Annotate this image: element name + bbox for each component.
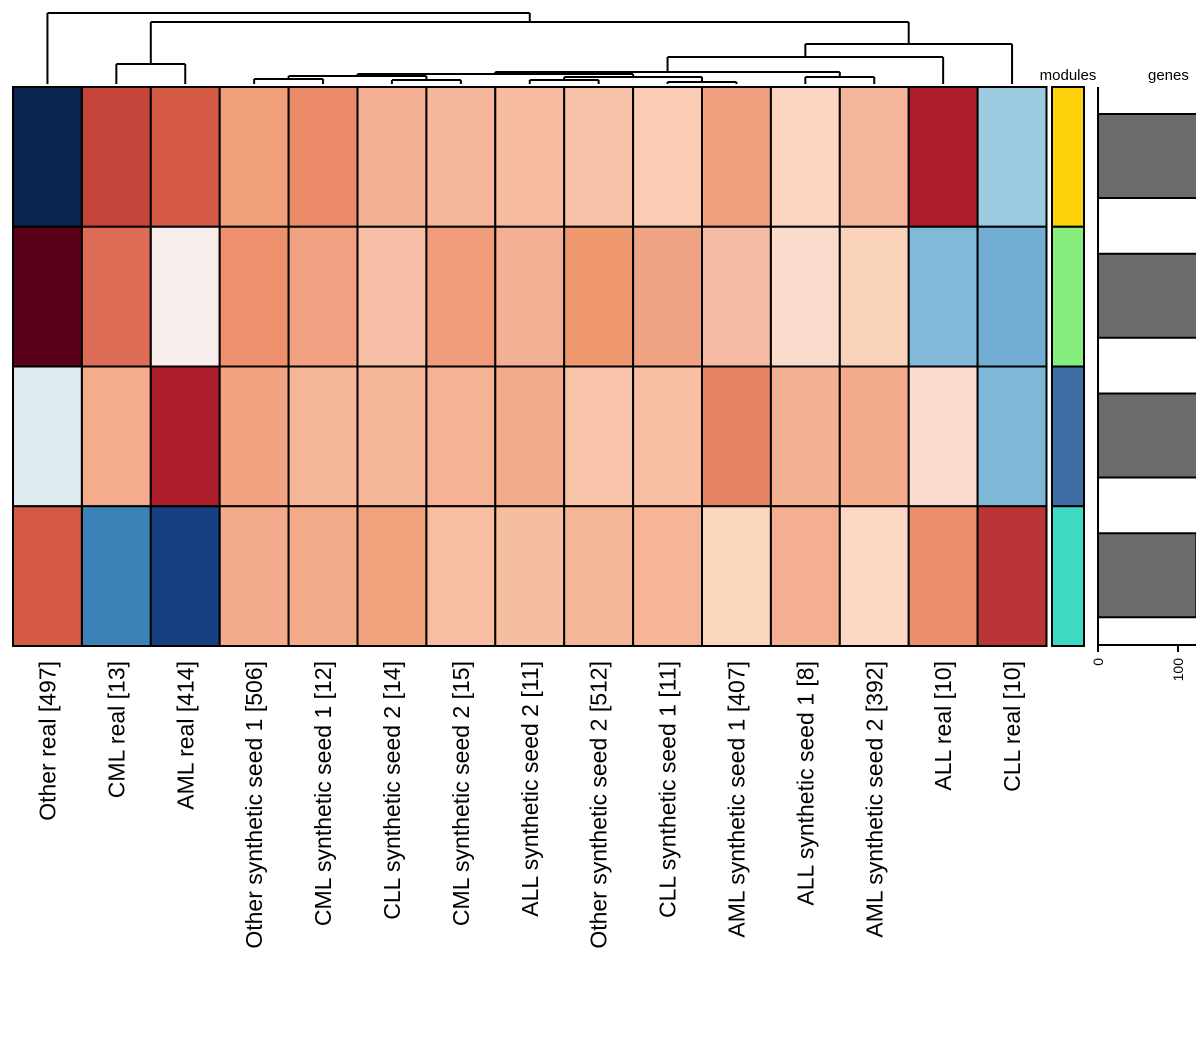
heatmap-cell bbox=[632, 225, 703, 368]
column-label: CLL synthetic seed 2 [14] bbox=[379, 661, 405, 920]
heatmap-cell bbox=[149, 365, 221, 508]
heatmap-cell bbox=[80, 225, 152, 368]
heatmap-cell bbox=[976, 365, 1048, 508]
heatmap-cell bbox=[80, 86, 152, 228]
heatmap-cell bbox=[287, 225, 359, 368]
heatmap-cell bbox=[976, 505, 1048, 647]
heatmap-cell bbox=[218, 365, 290, 508]
heatmap-cell bbox=[701, 225, 772, 368]
heatmap-cell bbox=[149, 505, 221, 647]
column-label: CML synthetic seed 2 [15] bbox=[448, 661, 474, 926]
heatmap-cell bbox=[12, 505, 83, 647]
column-label: CML synthetic seed 1 [12] bbox=[310, 661, 336, 926]
heatmap-cell bbox=[80, 505, 152, 647]
genes-bar bbox=[1097, 252, 1196, 339]
heatmap-cell bbox=[287, 86, 359, 228]
genes-tick-label: 100 bbox=[1170, 658, 1186, 682]
column-label: AML synthetic seed 1 [407] bbox=[723, 661, 749, 938]
heatmap-cell bbox=[632, 505, 703, 647]
heatmap-cell bbox=[563, 365, 635, 508]
heatmap-cell bbox=[769, 505, 841, 647]
heatmap-cell bbox=[149, 86, 221, 228]
heatmap-cell bbox=[425, 505, 497, 647]
column-label: ALL real [10] bbox=[930, 661, 956, 791]
heatmap-cell bbox=[80, 365, 152, 508]
column-label: CLL synthetic seed 1 [11] bbox=[655, 661, 681, 918]
heatmap-cell bbox=[563, 505, 635, 647]
genes-bar bbox=[1097, 113, 1196, 199]
genes-bar bbox=[1097, 392, 1196, 479]
column-label: Other real [497] bbox=[34, 661, 60, 821]
module-color-cell bbox=[1051, 365, 1085, 508]
column-label: Other synthetic seed 1 [506] bbox=[241, 661, 267, 949]
heatmap-cell bbox=[149, 225, 221, 368]
heatmap-cell bbox=[494, 505, 566, 647]
column-label: Other synthetic seed 2 [512] bbox=[586, 661, 612, 949]
heatmap-cell bbox=[701, 505, 772, 647]
modules-annotation: modules bbox=[1040, 67, 1097, 647]
heatmap-cell bbox=[425, 225, 497, 368]
column-label: AML synthetic seed 2 [392] bbox=[861, 661, 887, 938]
genes-tick-label: 0 bbox=[1090, 658, 1106, 666]
heatmap-cell bbox=[563, 86, 635, 228]
heatmap-cell bbox=[769, 365, 841, 508]
module-color-cell bbox=[1051, 225, 1085, 368]
heatmap-cell bbox=[218, 505, 290, 647]
heatmap-cell bbox=[976, 225, 1048, 368]
heatmap-cell bbox=[494, 365, 566, 508]
heatmap-cell bbox=[907, 86, 979, 228]
module-color-cell bbox=[1051, 505, 1085, 647]
heatmap-cell bbox=[356, 86, 428, 228]
heatmap-cell bbox=[218, 225, 290, 368]
column-label: CML real [13] bbox=[103, 661, 129, 798]
heatmap-cells bbox=[12, 86, 1048, 647]
heatmap-cell bbox=[769, 86, 841, 228]
heatmap-cell bbox=[12, 225, 83, 368]
heatmap-cell bbox=[838, 505, 910, 647]
heatmap-cell bbox=[218, 86, 290, 228]
heatmap-cell bbox=[425, 365, 497, 508]
heatmap-cell bbox=[287, 505, 359, 647]
heatmap-cell bbox=[907, 225, 979, 368]
genes-barplot: genes 0100200 bbox=[1090, 67, 1196, 681]
column-dendrogram bbox=[46, 12, 1014, 84]
modules-header: modules bbox=[1040, 67, 1097, 84]
heatmap-cell bbox=[12, 365, 83, 508]
heatmap-cell bbox=[356, 505, 428, 647]
heatmap-cell bbox=[356, 365, 428, 508]
heatmap-cell bbox=[12, 86, 83, 228]
heatmap-cell bbox=[425, 86, 497, 228]
heatmap-cell bbox=[907, 505, 979, 647]
heatmap-cell bbox=[632, 365, 703, 508]
heatmap-cell bbox=[494, 225, 566, 368]
heatmap-cell bbox=[563, 225, 635, 368]
column-label: ALL synthetic seed 2 [11] bbox=[517, 661, 543, 917]
heatmap-cell bbox=[769, 225, 841, 368]
heatmap-cell bbox=[838, 86, 910, 228]
heatmap-cell bbox=[701, 365, 772, 508]
column-labels: Other real [497] CML real [13] AML real [4… bbox=[34, 661, 1025, 949]
heatmap-cell bbox=[838, 365, 910, 508]
module-color-cell bbox=[1051, 86, 1085, 228]
genes-header: genes bbox=[1148, 67, 1189, 84]
column-label: AML real [414] bbox=[172, 661, 198, 810]
heatmap-cell bbox=[356, 225, 428, 368]
heatmap-cell bbox=[907, 365, 979, 508]
genes-bar bbox=[1097, 532, 1196, 619]
heatmap-cell bbox=[632, 86, 703, 228]
column-label: ALL synthetic seed 1 [8] bbox=[792, 661, 818, 906]
heatmap-cell bbox=[976, 86, 1048, 228]
heatmap-cell bbox=[838, 225, 910, 368]
heatmap-cell bbox=[287, 365, 359, 508]
column-label: CLL real [10] bbox=[999, 661, 1025, 792]
heatmap-cell bbox=[701, 86, 772, 228]
heatmap-cell bbox=[494, 86, 566, 228]
